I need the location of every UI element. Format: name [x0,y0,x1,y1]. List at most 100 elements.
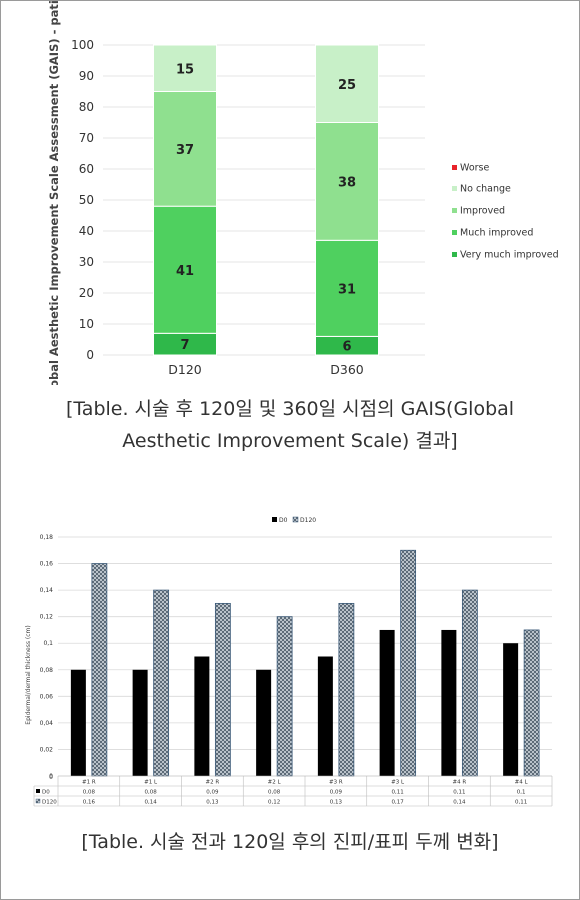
thickness-y-tick-label: 0,16 [40,561,54,568]
thickness-bar-d120 [338,602,355,777]
thickness-x-tick-label: #4 R [453,780,467,786]
thickness-table-value-d0: 0,09 [206,790,219,796]
thickness-x-tick-label: #2 R [206,780,220,786]
thickness-legend-label: D0 [279,517,288,524]
thickness-x-tick-label: #1 L [144,780,158,786]
thickness-y-tick-label: 0,02 [40,746,54,753]
thickness-table-value-d120: 0,16 [83,800,96,806]
thickness-bar-d0 [317,656,333,776]
gais-data-label: 37 [176,143,194,158]
thickness-bar-d120 [461,589,478,777]
thickness-legend-label: D120 [300,517,316,524]
thickness-x-tick-label: #4 L [515,780,529,786]
thickness-table-value-d120: 0,14 [145,800,158,806]
thickness-bar-d0 [132,669,148,776]
thickness-chart: D0 D120 0 0,02 0,04 0,06 0,08 0,1 0,12 0,14 0,16 0… [25,516,553,807]
gais-y-tick-label: 80 [79,100,94,114]
gais-caption-line2: Aesthetic Improvement Scale) 결과] [122,430,458,452]
gais-legend-swatch [452,208,457,213]
thickness-bar-d0 [441,629,457,776]
thickness-table-value-d120: 0,14 [453,800,466,806]
thickness-y-tick-label: 0,12 [40,614,54,621]
thickness-bar-d0 [256,669,272,776]
thickness-y-tick-label: 0,06 [40,693,54,700]
thickness-table-value-d120: 0,13 [206,800,219,806]
thickness-table-value-d120: 0,11 [515,800,527,806]
thickness-table-value-d0: 0,08 [83,790,96,796]
gais-y-tick-label: 50 [79,193,94,207]
gais-y-tick-label: 20 [79,286,94,300]
thickness-bar-d0 [70,669,86,776]
gais-legend-swatch [452,230,457,235]
gais-y-tick-label: 30 [79,255,94,269]
thickness-table-value-d120: 0,13 [330,800,343,806]
thickness-table-value-d0: 0,08 [268,790,281,796]
gais-y-tick-label: 100 [71,38,94,52]
thickness-x-tick-label: #3 R [329,780,343,786]
gais-y-tick-label: 0 [86,348,94,362]
gais-caption: [Table. 시술 후 120일 및 360일 시점의 GAIS(Global… [0,393,580,457]
thickness-bar-d0 [194,656,210,776]
gais-legend-label: Worse [460,163,490,174]
thickness-y-axis-label: Epidermal/dermal thickness (cm) [25,625,32,724]
gais-bar-segment [153,44,217,92]
gais-bar-segment [153,205,217,334]
gais-legend-label: Very much improved [460,250,559,261]
thickness-table-value-d0: 0,11 [392,790,404,796]
thickness-table-swatch [35,798,41,804]
thickness-x-tick-label: #1 R [82,780,96,786]
gais-caption-line1: [Table. 시술 후 120일 및 360일 시점의 GAIS(Global [65,398,515,420]
gais-legend-swatch [452,165,457,170]
thickness-table-value-d0: 0,09 [330,790,343,796]
gais-y-axis-label: Global Aesthetic Improvement Scale Asses… [47,0,61,385]
thickness-table-value-d0: 0,08 [145,790,158,796]
thickness-bar-d120 [276,616,293,777]
thickness-x-tick-label: #3 L [391,780,405,786]
thickness-table-value-d0: 0,11 [453,790,465,796]
thickness-y-tick-label: 0,04 [40,720,54,727]
thickness-y-tick-label: 0,1 [43,640,53,647]
gais-data-label: 31 [338,282,356,297]
thickness-bar-d120 [400,549,417,777]
thickness-x-tick-label: #2 L [268,780,282,786]
gais-legend-label: No change [460,184,511,195]
thickness-y-tick-label: 0,18 [40,534,54,541]
thickness-table-swatch [36,789,40,793]
thickness-bar-d0 [379,629,395,776]
gais-bar-segment [315,44,379,123]
gais-legend-swatch [452,252,457,257]
gais-data-label: 38 [338,175,356,190]
gais-y-tick-label: 40 [79,224,94,238]
thickness-y-tick-label: 0,08 [40,667,54,674]
thickness-legend-swatch [272,517,277,522]
gais-data-label: 6 [342,340,351,355]
thickness-bar-d0 [503,643,519,776]
gais-data-label: 25 [338,78,356,93]
gais-x-tick-label: D360 [330,362,364,377]
thickness-y-tick-label: 0 [49,774,53,781]
gais-bar-segment [315,122,379,241]
gais-x-tick-label: D120 [168,362,202,377]
gais-y-tick-label: 70 [79,131,94,145]
thickness-table-value-d120: 0,17 [392,800,405,806]
gais-data-label: 7 [180,338,189,353]
gais-bar-segment [153,91,217,207]
thickness-table-series-label: D0 [42,790,50,796]
gais-legend-label: Improved [460,206,505,217]
thickness-y-tick-label: 0 [49,773,53,780]
thickness-table-value-d0: 0,1 [517,790,526,796]
gais-bar-segment [315,239,379,337]
gais-y-tick-label: 60 [79,162,94,176]
gais-chart: 7 41 37 15 6 31 38 25 0 10 20 30 40 50 60 70 80 90 100 D12… [47,0,559,385]
gais-y-tick-label: 90 [79,69,94,83]
thickness-y-tick-label: 0,14 [40,587,54,594]
thickness-bar-d120 [214,602,231,777]
thickness-bar-d120 [153,589,170,777]
thickness-bar-d120 [523,629,540,777]
gais-y-tick-label: 10 [79,317,94,331]
thickness-bar-d120 [91,563,108,777]
gais-legend-swatch [452,186,457,191]
thickness-legend-swatch [292,516,299,523]
thickness-table-value-d120: 0,12 [268,800,280,806]
gais-data-label: 15 [176,62,194,77]
